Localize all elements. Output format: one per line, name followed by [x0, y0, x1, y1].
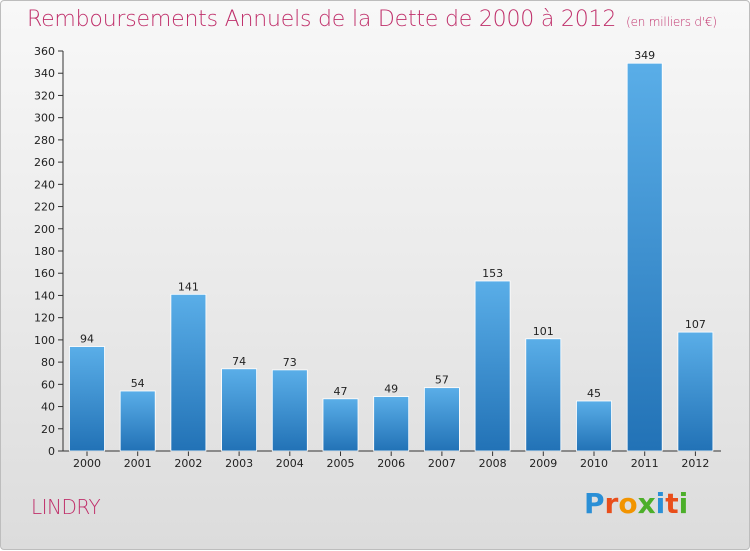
data-label: 349	[634, 49, 655, 62]
y-tick-label: 300	[34, 112, 55, 125]
x-tick-label: 2003	[225, 457, 253, 470]
x-tick-label: 2000	[73, 457, 101, 470]
x-tick-label: 2010	[580, 457, 608, 470]
data-label: 47	[334, 385, 348, 398]
logo-letter: P	[584, 487, 605, 520]
y-tick-label: 280	[34, 134, 55, 147]
bar	[474, 280, 511, 452]
town-name: LINDRY	[31, 495, 101, 519]
bars	[69, 62, 714, 452]
y-tick-label: 340	[34, 67, 55, 80]
logo-letter: t	[665, 487, 679, 520]
logo-letter: x	[637, 487, 656, 520]
bar	[373, 396, 410, 452]
x-tick-label: 2002	[174, 457, 202, 470]
logo-letter: i	[678, 487, 689, 520]
bar	[576, 400, 612, 452]
y-tick-label: 60	[41, 378, 55, 391]
y-tick-label: 0	[48, 445, 55, 458]
x-tick-label: 2008	[479, 457, 507, 470]
data-label: 153	[482, 267, 503, 280]
y-tick-label: 180	[34, 245, 55, 258]
x-tick-label: 2001	[124, 457, 152, 470]
data-label: 49	[384, 383, 398, 396]
y-tick-label: 360	[34, 45, 55, 58]
x-tick-label: 2012	[681, 457, 709, 470]
chart-subtitle: (en milliers d'€)	[626, 15, 717, 29]
y-tick-label: 40	[41, 401, 55, 414]
data-label: 94	[80, 333, 94, 346]
y-tick-label: 200	[34, 223, 55, 236]
y-tick-label: 120	[34, 312, 55, 325]
data-label: 74	[232, 355, 246, 368]
data-label: 141	[178, 280, 199, 293]
data-labels: 94 54 141 74 73 47 49 57 153 101 45 349 107	[80, 49, 706, 400]
x-tick-label: 2004	[276, 457, 304, 470]
x-tick-label: 2006	[377, 457, 405, 470]
y-tick-label: 80	[41, 356, 55, 369]
bar	[525, 338, 562, 452]
x-tick-label: 2011	[631, 457, 659, 470]
bar	[322, 398, 359, 452]
data-label: 107	[685, 318, 706, 331]
data-label: 45	[587, 387, 601, 400]
data-label: 101	[533, 325, 554, 338]
x-tick-label: 2007	[428, 457, 456, 470]
chart-title: Remboursements Annuels de la Dette de 20…	[27, 7, 717, 32]
y-tick-label: 100	[34, 334, 55, 347]
y-tick-label: 240	[34, 178, 55, 191]
bar	[119, 390, 156, 452]
y-tick-label: 320	[34, 89, 55, 102]
logo-letter: i	[655, 487, 666, 520]
bar	[677, 331, 714, 452]
logo-letter: r	[604, 487, 619, 520]
bar	[626, 62, 663, 452]
y-tick-label: 140	[34, 289, 55, 302]
logo-letter: o	[618, 487, 638, 520]
bar	[271, 369, 308, 452]
data-label: 57	[435, 374, 449, 387]
bar	[221, 368, 258, 452]
axes: 0 20 40 60 80 100 120 140 160 180 200 220 240 260 280 3…	[34, 45, 721, 470]
bar	[170, 293, 207, 452]
proxiti-logo[interactable]: Proxiti	[584, 487, 688, 520]
y-tick-label: 220	[34, 201, 55, 214]
y-tick-label: 20	[41, 423, 55, 436]
data-label: 54	[131, 377, 145, 390]
bar	[423, 387, 460, 452]
x-tick-label: 2009	[529, 457, 557, 470]
bar	[69, 346, 105, 452]
x-tick-label: 2005	[327, 457, 355, 470]
y-tick-label: 260	[34, 156, 55, 169]
y-tick-label: 160	[34, 267, 55, 280]
data-label: 73	[283, 356, 297, 369]
chart-title-text: Remboursements Annuels de la Dette de 20…	[27, 7, 617, 32]
